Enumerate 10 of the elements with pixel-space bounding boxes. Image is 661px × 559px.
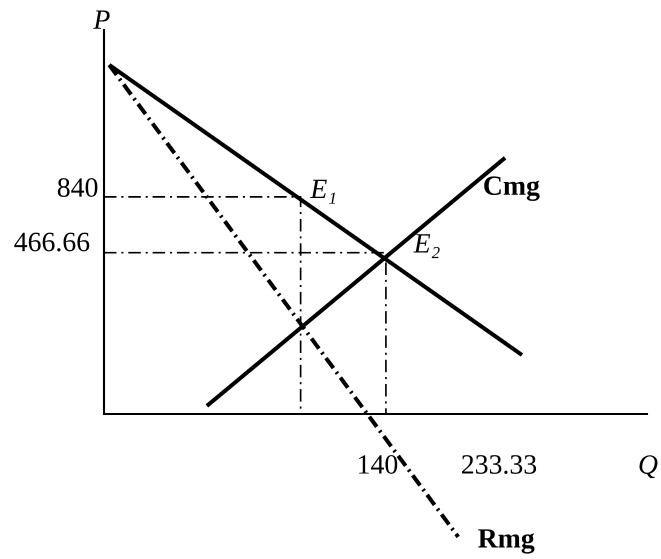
x-axis-title: Q [639, 455, 658, 478]
series-label: Cmg [484, 176, 540, 201]
annotation: 466.66 [14, 232, 90, 252]
y-axis-title: P [93, 10, 110, 29]
annotation: 840 [58, 178, 98, 197]
x-tick-label: 233.33 [462, 455, 536, 474]
annotation: E₁ [310, 180, 336, 204]
annotation: E₂ [413, 234, 440, 258]
x-tick-label: 140 [359, 455, 398, 474]
series-label: Rmg [478, 529, 534, 554]
